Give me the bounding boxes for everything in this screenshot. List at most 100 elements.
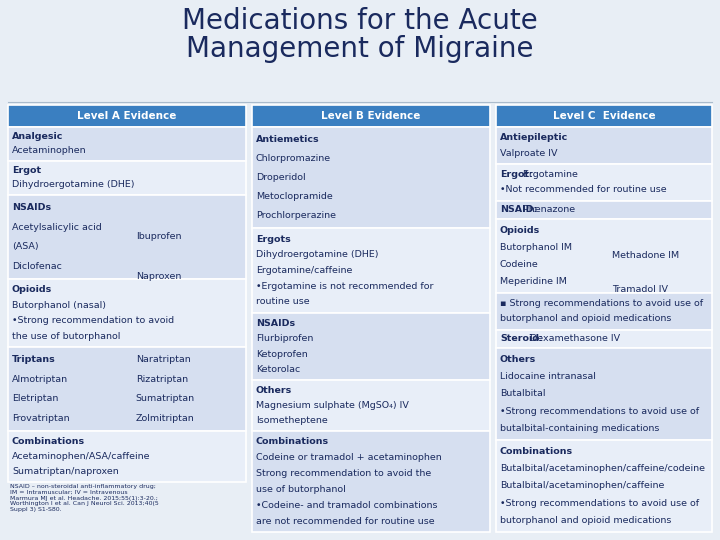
Bar	[496, 219, 712, 293]
Text: Butalbital/acetaminophen/caffeine/codeine: Butalbital/acetaminophen/caffeine/codein…	[500, 464, 705, 473]
Bar	[496, 127, 712, 164]
Text: Codeine: Codeine	[500, 260, 539, 269]
Text: butalbital-containing medications: butalbital-containing medications	[500, 424, 660, 433]
Bar	[252, 431, 490, 532]
Text: Frovatriptan: Frovatriptan	[12, 414, 70, 423]
Text: Ketorolac: Ketorolac	[256, 365, 300, 374]
Bar	[496, 164, 712, 201]
Text: Level C  Evidence: Level C Evidence	[553, 111, 655, 121]
Text: butorphanol and opioid medications: butorphanol and opioid medications	[500, 314, 671, 323]
Text: NSAID:: NSAID:	[500, 205, 537, 214]
Text: Ketoprofen: Ketoprofen	[256, 349, 307, 359]
Text: Prochlorperazine: Prochlorperazine	[256, 211, 336, 220]
Text: Analgesic: Analgesic	[12, 132, 63, 141]
Text: Codeine or tramadol + acetaminophen: Codeine or tramadol + acetaminophen	[256, 453, 442, 462]
Text: routine use: routine use	[256, 298, 310, 306]
Text: Flurbiprofen: Flurbiprofen	[256, 334, 313, 343]
Text: NSAIDs: NSAIDs	[256, 319, 295, 328]
Text: Almotriptan: Almotriptan	[12, 375, 68, 384]
Text: are not recommended for routine use: are not recommended for routine use	[256, 517, 435, 525]
Text: Medications for the Acute: Medications for the Acute	[182, 7, 538, 35]
Text: Eletriptan: Eletriptan	[12, 394, 58, 403]
Bar	[8, 105, 246, 127]
Text: Dexamethasone IV: Dexamethasone IV	[527, 334, 621, 343]
Text: Sumatriptan: Sumatriptan	[136, 394, 195, 403]
Bar	[8, 431, 246, 482]
Bar	[252, 380, 490, 431]
Text: Phenazone: Phenazone	[521, 205, 575, 214]
Text: Level B Evidence: Level B Evidence	[321, 111, 420, 121]
Text: Opioids: Opioids	[12, 285, 53, 294]
Text: •Codeine- and tramadol combinations: •Codeine- and tramadol combinations	[256, 501, 438, 510]
Text: Ergotamine/caffeine: Ergotamine/caffeine	[256, 266, 352, 275]
Bar	[496, 293, 712, 329]
Text: Butorphanol IM: Butorphanol IM	[500, 243, 572, 252]
Text: Combinations: Combinations	[12, 437, 85, 446]
Text: Acetaminophen/ASA/caffeine: Acetaminophen/ASA/caffeine	[12, 452, 150, 461]
Bar	[8, 127, 246, 161]
Text: Tramadol IV: Tramadol IV	[612, 285, 668, 294]
Text: Methadone IM: Methadone IM	[612, 251, 680, 260]
Text: Dihydroergotamine (DHE): Dihydroergotamine (DHE)	[12, 180, 135, 189]
Bar	[8, 194, 246, 279]
Text: •Ergotamine is not recommended for: •Ergotamine is not recommended for	[256, 282, 433, 291]
Text: •Strong recommendation to avoid: •Strong recommendation to avoid	[12, 316, 174, 325]
Bar	[496, 348, 712, 440]
Text: Triptans: Triptans	[12, 355, 55, 364]
Text: (ASA): (ASA)	[12, 242, 39, 251]
Bar	[8, 161, 246, 194]
Text: Ergot:: Ergot:	[500, 170, 533, 179]
Text: Isometheptene: Isometheptene	[256, 416, 328, 425]
Text: Valproate IV: Valproate IV	[500, 148, 557, 158]
Text: Droperidol: Droperidol	[256, 173, 305, 182]
Text: Strong recommendation to avoid the: Strong recommendation to avoid the	[256, 469, 431, 478]
Text: Butalbital/acetaminophen/caffeine: Butalbital/acetaminophen/caffeine	[500, 482, 665, 490]
Bar	[8, 279, 246, 347]
Text: Chlorpromazine: Chlorpromazine	[256, 154, 331, 163]
Text: Level A Evidence: Level A Evidence	[77, 111, 176, 121]
Text: NSAIDs: NSAIDs	[12, 203, 51, 212]
Text: Acetaminophen: Acetaminophen	[12, 146, 86, 156]
Bar	[252, 105, 490, 127]
Text: use of butorphanol: use of butorphanol	[256, 485, 346, 494]
Text: •Not recommended for routine use: •Not recommended for routine use	[500, 185, 667, 194]
Text: butorphanol and opioid medications: butorphanol and opioid medications	[500, 516, 671, 525]
Bar	[252, 228, 490, 313]
Text: Dihydroergotamine (DHE): Dihydroergotamine (DHE)	[256, 250, 379, 259]
Text: Sumatriptan/naproxen: Sumatriptan/naproxen	[12, 467, 119, 476]
Text: •Strong recommendations to avoid use of: •Strong recommendations to avoid use of	[500, 407, 699, 416]
Bar	[252, 127, 490, 228]
Bar	[496, 105, 712, 127]
Text: ▪ Strong recommendations to avoid use of: ▪ Strong recommendations to avoid use of	[500, 299, 703, 308]
Text: Acetylsalicylic acid: Acetylsalicylic acid	[12, 222, 102, 232]
Text: Naproxen: Naproxen	[136, 272, 181, 281]
Bar	[496, 440, 712, 532]
Text: Butalbital: Butalbital	[500, 389, 546, 399]
Text: Diclofenac: Diclofenac	[12, 262, 62, 271]
Bar	[496, 329, 712, 348]
Text: Antiepileptic: Antiepileptic	[500, 133, 568, 142]
Text: Ibuprofen: Ibuprofen	[136, 232, 181, 241]
Text: Ergots: Ergots	[256, 234, 291, 244]
Text: Management of Migraine: Management of Migraine	[186, 35, 534, 63]
Text: Combinations: Combinations	[256, 437, 329, 446]
Text: Zolmitriptan: Zolmitriptan	[136, 414, 194, 423]
Bar	[496, 201, 712, 219]
Bar	[252, 313, 490, 380]
Bar	[8, 347, 246, 431]
Text: Butorphanol (nasal): Butorphanol (nasal)	[12, 301, 106, 310]
Text: NSAID – non-steroidal anti-inflammatory drug;
IM = Intramuscular; IV = Intraveno: NSAID – non-steroidal anti-inflammatory …	[10, 484, 158, 512]
Text: Ergot: Ergot	[12, 166, 41, 176]
Text: Magnesium sulphate (MgSO₄) IV: Magnesium sulphate (MgSO₄) IV	[256, 401, 409, 410]
Text: Ergotamine: Ergotamine	[521, 170, 578, 179]
Text: Combinations: Combinations	[500, 447, 573, 456]
Text: Meperidine IM: Meperidine IM	[500, 276, 567, 286]
Text: •Strong recommendations to avoid use of: •Strong recommendations to avoid use of	[500, 498, 699, 508]
Text: Others: Others	[256, 386, 292, 395]
Text: Antiemetics: Antiemetics	[256, 135, 320, 144]
Text: Opioids: Opioids	[500, 226, 540, 235]
Text: Naratriptan: Naratriptan	[136, 355, 191, 364]
Text: Metoclopramide: Metoclopramide	[256, 192, 333, 201]
Text: the use of butorphanol: the use of butorphanol	[12, 332, 120, 341]
Text: Steroid:: Steroid:	[500, 334, 543, 343]
